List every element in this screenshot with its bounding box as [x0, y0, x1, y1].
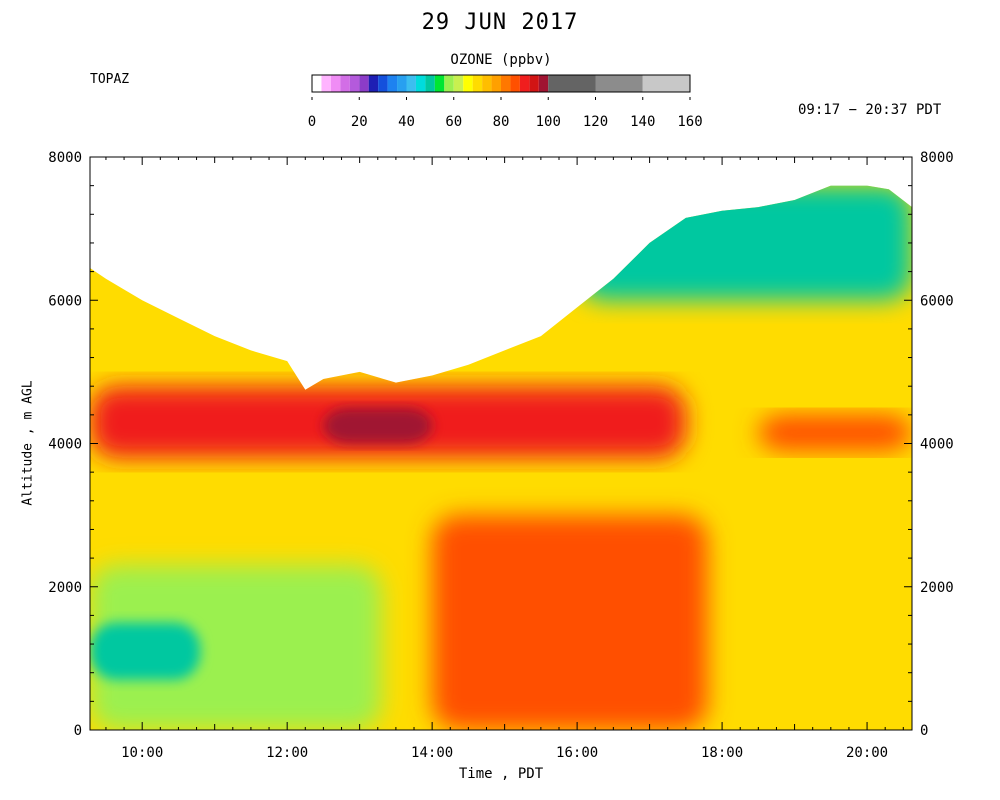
x-tick-label-4: 18:00: [701, 745, 743, 761]
y-tick-label-right-1: 2000: [920, 580, 954, 596]
colorbar-swatch-10: [406, 75, 416, 92]
colorbar-swatch-20: [501, 75, 511, 92]
colorbar-title: OZONE (ppbv): [450, 52, 552, 68]
x-tick-label-0: 10:00: [121, 745, 163, 761]
colorbar-swatch-1: [321, 75, 331, 92]
colorbar-swatch-26: [595, 75, 643, 92]
colorbar-tick-label-1: 20: [351, 114, 368, 130]
ozone-field: [90, 185, 912, 730]
colorbar-tick-label-3: 60: [445, 114, 462, 130]
colorbar-tick-label-5: 100: [536, 114, 561, 130]
colorbar-swatch-17: [472, 75, 483, 92]
x-tick-label-2: 14:00: [411, 745, 453, 761]
chart-title: 29 JUN 2017: [421, 10, 579, 35]
colorbar-swatch-23: [529, 75, 539, 92]
colorbar-swatch-21: [510, 75, 520, 92]
colorbar-swatch-19: [491, 75, 501, 92]
y-tick-label-right-0: 0: [920, 723, 928, 739]
colorbar-swatch-27: [642, 75, 690, 92]
colorbar-swatch-25: [548, 75, 596, 92]
colorbar-swatch-8: [387, 75, 398, 92]
colorbar-swatch-9: [397, 75, 407, 92]
ozone-region-layer-core: [323, 407, 433, 444]
colorbar-swatch-11: [415, 75, 426, 92]
colorbar-swatch-24: [538, 75, 549, 92]
axes: 0 0 2000 2000 4000 4000 6000 6000 8000 8000 10:00 1…: [48, 150, 953, 761]
colorbar-swatch-7: [378, 75, 388, 92]
colorbar-swatch-22: [519, 75, 530, 92]
colorbar-swatch-12: [425, 75, 435, 92]
colorbar-swatch-14: [444, 75, 454, 92]
x-tick-label-5: 20:00: [846, 745, 888, 761]
colorbar-swatch-2: [330, 75, 341, 92]
y-tick-label-right-2: 4000: [920, 437, 954, 453]
ozone-region-morning-boundary-layer: [90, 565, 382, 730]
colorbar-swatch-4: [349, 75, 360, 92]
colorbar-tick-label-7: 140: [630, 114, 655, 130]
x-tick-label-3: 16:00: [556, 745, 598, 761]
colorbar: 0 20 40 60 80 100 120 140 160: [308, 74, 703, 130]
ozone-region-evening-layer: [758, 414, 912, 451]
colorbar-swatch-3: [340, 75, 350, 92]
y-tick-label-left-1: 2000: [48, 580, 82, 596]
colorbar-tick-label-2: 40: [398, 114, 415, 130]
y-tick-label-left-3: 6000: [48, 293, 82, 309]
colorbar-swatch-5: [359, 75, 369, 92]
y-tick-label-left-0: 0: [74, 723, 82, 739]
y-tick-label-left-2: 4000: [48, 437, 82, 453]
y-tick-label-left-4: 8000: [48, 150, 82, 166]
x-tick-label-1: 12:00: [266, 745, 308, 761]
colorbar-swatch-13: [434, 75, 445, 92]
colorbar-swatch-16: [463, 75, 473, 92]
ozone-region-afternoon-boundary-layer: [432, 515, 708, 730]
colorbar-swatch-0: [312, 75, 322, 92]
instrument-label: TOPAZ: [90, 72, 130, 87]
ozone-region-morning-surface-minimum: [90, 622, 201, 680]
colorbar-tick-label-6: 120: [583, 114, 608, 130]
colorbar-outline: [311, 74, 691, 93]
colorbar-swatch-15: [453, 75, 464, 92]
ozone-region-upper-troposphere: [577, 185, 912, 301]
time-range-label: 09:17 − 20:37 PDT: [798, 102, 942, 118]
x-axis-title: Time , PDT: [458, 766, 544, 782]
colorbar-tick-label-8: 160: [677, 114, 702, 130]
colorbar-swatch-18: [482, 75, 492, 92]
colorbar-swatch-6: [368, 75, 379, 92]
colorbar-tick-label-0: 0: [308, 114, 316, 130]
y-tick-label-right-3: 6000: [920, 293, 954, 309]
y-tick-label-right-4: 8000: [920, 150, 954, 166]
colorbar-tick-label-4: 80: [493, 114, 510, 130]
